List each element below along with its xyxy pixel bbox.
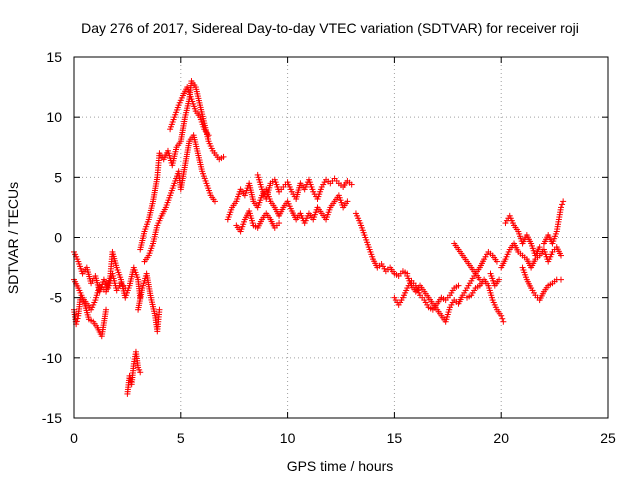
data-point xyxy=(558,252,565,259)
data-point xyxy=(211,198,218,205)
data-point xyxy=(559,201,566,208)
data-point xyxy=(344,198,351,205)
data-point xyxy=(498,312,505,319)
x-tick-label: 25 xyxy=(600,430,616,446)
data-point xyxy=(493,258,500,265)
axis-ticks: 0 5 10 15 20 25 -15 -10 -5 0 5 10 15 xyxy=(42,49,616,446)
data-point xyxy=(499,315,506,322)
data-point xyxy=(103,306,110,313)
y-tick-label: -10 xyxy=(42,350,62,366)
data-point xyxy=(496,276,503,283)
x-tick-label: 0 xyxy=(70,430,78,446)
data-point xyxy=(558,276,565,283)
y-tick-label: -15 xyxy=(42,410,62,426)
y-tick-label: 15 xyxy=(46,49,62,65)
y-tick-label: 10 xyxy=(46,109,62,125)
grid xyxy=(74,57,608,418)
y-tick-label: 5 xyxy=(54,169,62,185)
data-point xyxy=(560,198,567,205)
data-point xyxy=(536,244,543,251)
x-axis-label: GPS time / hours xyxy=(287,458,394,474)
chart-title: Day 276 of 2017, Sidereal Day-to-day VTE… xyxy=(81,20,579,36)
data-point xyxy=(205,132,212,139)
y-tick-label: 0 xyxy=(54,230,62,246)
data-point xyxy=(156,306,163,313)
data-point xyxy=(500,318,507,325)
data-point xyxy=(455,282,462,289)
data-points xyxy=(71,78,567,397)
x-tick-label: 15 xyxy=(387,430,403,446)
data-point xyxy=(74,315,81,322)
y-tick-label: -5 xyxy=(50,290,63,306)
data-point xyxy=(558,204,565,211)
data-point xyxy=(276,220,283,227)
data-point xyxy=(220,153,227,160)
x-tick-label: 10 xyxy=(280,430,296,446)
y-axis-label: SDTVAR / TECUs xyxy=(5,182,21,294)
x-tick-label: 5 xyxy=(177,430,185,446)
data-point xyxy=(137,369,144,376)
x-tick-label: 20 xyxy=(493,430,509,446)
data-point xyxy=(73,318,80,325)
data-point xyxy=(348,181,355,188)
